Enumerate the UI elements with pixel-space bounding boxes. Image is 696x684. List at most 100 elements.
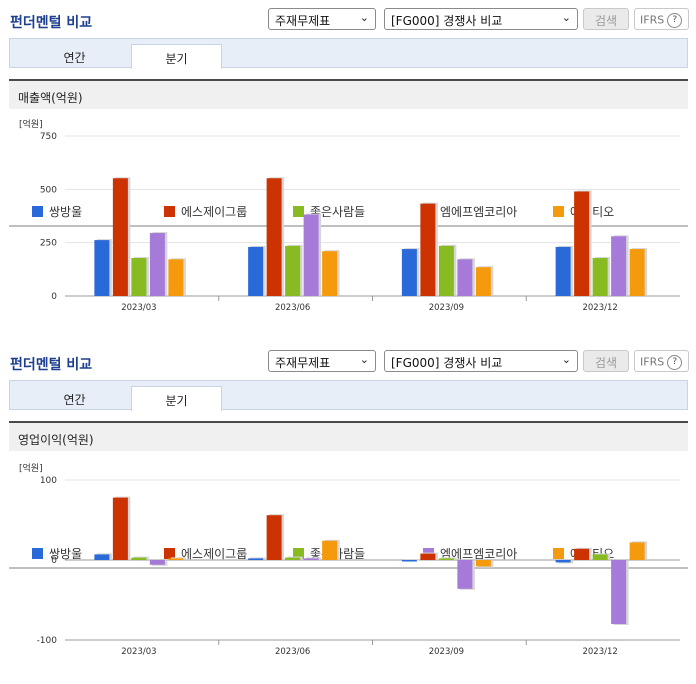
- bar[interactable]: [574, 548, 590, 560]
- tab-quarterly[interactable]: 분기: [131, 44, 222, 69]
- legend-item[interactable]: 쌍방울: [32, 545, 82, 562]
- bar-shadow: [170, 557, 186, 559]
- legend-label: 쌍방울: [49, 205, 83, 219]
- bar[interactable]: [168, 558, 184, 560]
- bar[interactable]: [131, 557, 147, 560]
- legend-label: 엠에프엠코리아: [440, 547, 518, 561]
- y-tick-label: 750: [40, 132, 57, 142]
- bar[interactable]: [629, 542, 645, 560]
- x-tick-label: 2023/09: [429, 303, 464, 312]
- legend-label: 에스제이그룹: [181, 205, 248, 219]
- bar[interactable]: [94, 240, 110, 296]
- comparison-group-select[interactable]: [FG000] 경쟁사 비교 ⌄: [384, 8, 578, 30]
- statement-type-select[interactable]: 주재무제표 ⌄: [268, 350, 376, 372]
- period-tabs: 연간 분기: [9, 380, 688, 411]
- legend-item[interactable]: 에스제이그룹: [164, 545, 247, 562]
- x-tick-label: 2023/09: [429, 647, 464, 656]
- chart-subtitle: 영업이익(억원): [18, 433, 94, 447]
- period-tabs: 연간 분기: [9, 38, 688, 69]
- statement-type-value: 주재무제표: [275, 356, 331, 370]
- legend-swatch: [164, 206, 175, 217]
- bar[interactable]: [475, 267, 491, 296]
- bar[interactable]: [611, 236, 627, 296]
- chart-subtitle-bar: 영업이익(억원): [9, 421, 688, 451]
- bar[interactable]: [438, 558, 454, 560]
- panel-title: 펀더멘털 비교: [10, 357, 93, 373]
- bar[interactable]: [475, 560, 491, 567]
- tab-quarterly[interactable]: 분기: [131, 386, 222, 411]
- bar[interactable]: [457, 560, 473, 589]
- bar[interactable]: [94, 554, 110, 560]
- y-tick-label: -100: [37, 636, 58, 646]
- bar[interactable]: [420, 203, 436, 296]
- bar[interactable]: [555, 246, 571, 296]
- bar[interactable]: [266, 178, 282, 296]
- bar[interactable]: [555, 560, 571, 563]
- question-icon: ?: [667, 355, 683, 370]
- bar[interactable]: [629, 249, 645, 296]
- comparison-group-select[interactable]: [FG000] 경쟁사 비교 ⌄: [384, 350, 578, 372]
- bar[interactable]: [322, 251, 338, 296]
- panel-divider: [9, 567, 688, 569]
- x-tick-label: 2023/03: [121, 303, 156, 312]
- x-tick-label: 2023/12: [582, 303, 617, 312]
- ifrs-help-button[interactable]: IFRS?: [634, 8, 689, 30]
- bar[interactable]: [592, 554, 608, 560]
- legend-label: 에스제이그룹: [181, 547, 248, 561]
- legend-item[interactable]: 에스제이그룹: [164, 203, 247, 220]
- bar[interactable]: [574, 191, 590, 296]
- y-tick-label: 100: [40, 476, 57, 486]
- fundamental-panel: 펀더멘털 비교 주재무제표 ⌄ [FG000] 경쟁사 비교 ⌄ 검색 IFRS…: [0, 342, 696, 682]
- bar[interactable]: [285, 245, 301, 296]
- comparison-group-value: [FG000] 경쟁사 비교: [391, 14, 503, 28]
- legend-item[interactable]: 좋은사람들: [293, 203, 365, 220]
- bar[interactable]: [611, 560, 627, 624]
- search-button[interactable]: 검색: [583, 8, 629, 30]
- ifrs-label: IFRS: [640, 13, 665, 27]
- chart-subtitle-bar: 매출액(억원): [9, 79, 688, 109]
- bar[interactable]: [266, 515, 282, 560]
- chevron-down-icon: ⌄: [359, 11, 369, 24]
- y-tick-label: 500: [40, 185, 57, 195]
- legend-swatch: [32, 206, 43, 217]
- y-tick-label: 250: [40, 239, 57, 249]
- bar[interactable]: [248, 246, 264, 296]
- bar-shadow: [306, 557, 322, 559]
- bar[interactable]: [322, 540, 338, 560]
- bar[interactable]: [285, 557, 301, 560]
- legend-swatch: [553, 548, 564, 559]
- bar[interactable]: [248, 558, 264, 560]
- legend-item[interactable]: 쌍방울: [32, 203, 82, 220]
- chevron-down-icon: ⌄: [359, 353, 369, 366]
- bar[interactable]: [401, 560, 417, 562]
- bar[interactable]: [303, 558, 319, 560]
- bar[interactable]: [112, 178, 128, 296]
- panel-title: 펀더멘털 비교: [10, 15, 93, 31]
- panel-divider: [9, 225, 688, 227]
- bar[interactable]: [303, 214, 319, 296]
- bar-shadow: [404, 559, 420, 561]
- chevron-down-icon: ⌄: [561, 353, 571, 366]
- bar[interactable]: [401, 249, 417, 296]
- legend-label: 쌍방울: [49, 547, 83, 561]
- bar-chart: [억원] -100 0 100 2023/03 2023/06 2023/09 2023/12: [19, 462, 680, 656]
- bar[interactable]: [457, 259, 473, 296]
- bar[interactable]: [112, 497, 128, 560]
- bar[interactable]: [168, 259, 184, 296]
- statement-type-select[interactable]: 주재무제표 ⌄: [268, 8, 376, 30]
- bar[interactable]: [149, 560, 165, 565]
- tab-annual[interactable]: 연간: [63, 51, 86, 65]
- legend-swatch: [293, 206, 304, 217]
- bar[interactable]: [131, 258, 147, 296]
- search-button[interactable]: 검색: [583, 350, 629, 372]
- bar[interactable]: [438, 245, 454, 296]
- bar[interactable]: [149, 233, 165, 296]
- ifrs-label: IFRS: [640, 355, 665, 369]
- x-tick-label: 2023/06: [275, 303, 310, 312]
- bar[interactable]: [420, 553, 436, 560]
- x-tick-label: 2023/06: [275, 647, 310, 656]
- tab-annual[interactable]: 연간: [63, 393, 86, 407]
- bar[interactable]: [592, 258, 608, 296]
- ifrs-help-button[interactable]: IFRS?: [634, 350, 689, 372]
